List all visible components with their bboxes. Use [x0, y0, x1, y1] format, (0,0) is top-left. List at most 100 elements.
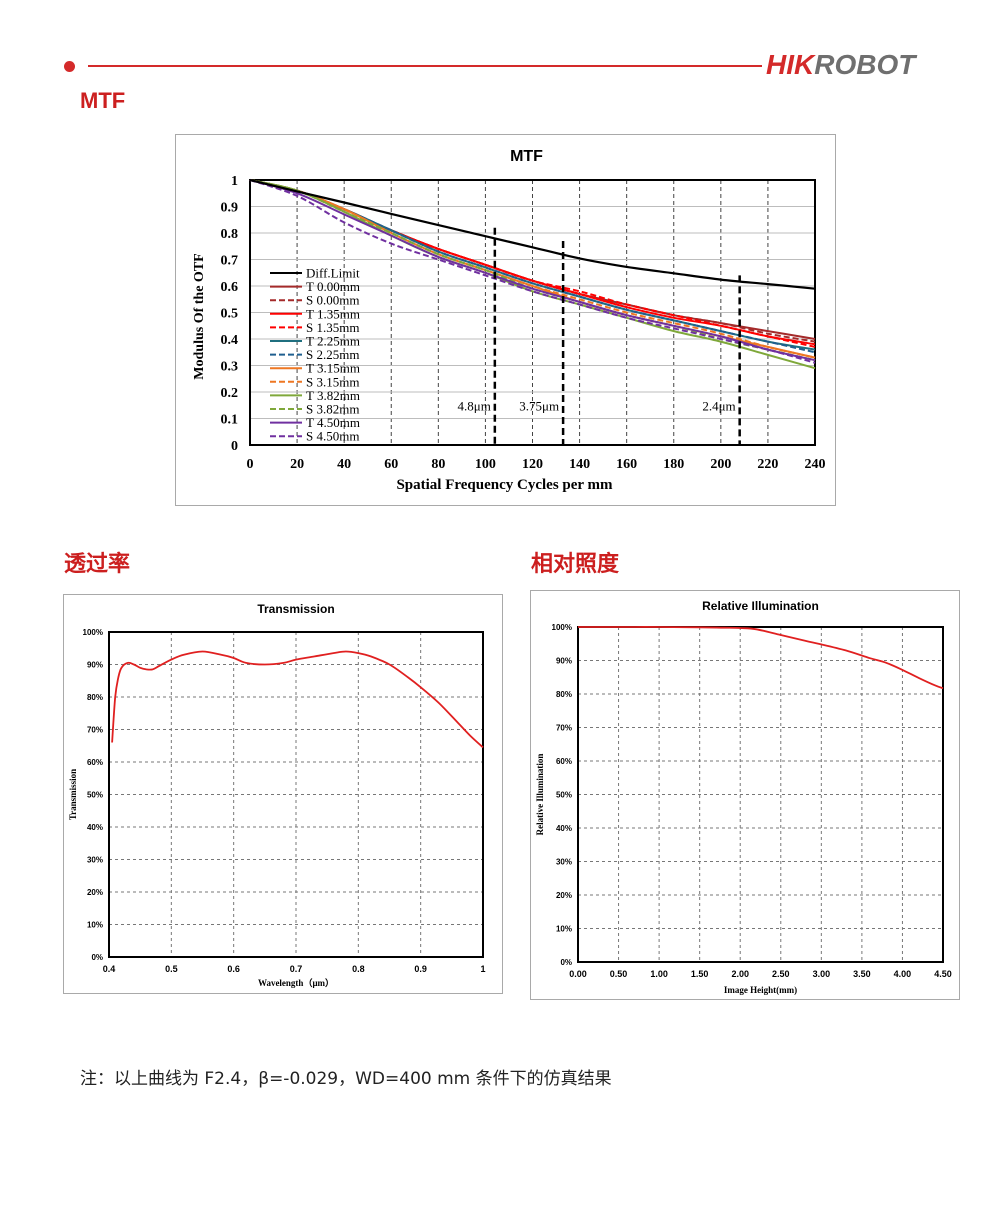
mtf-legend-entry: T 3.82mm — [306, 388, 360, 403]
mtf-legend-entry: T 4.50mm — [306, 415, 360, 430]
transmission-y-tick-label: 30% — [87, 856, 103, 865]
relative-illumination-x-tick-label: 4.00 — [894, 969, 912, 979]
transmission-x-tick-label: 1 — [480, 964, 485, 974]
relative-illumination-y-tick-label: 70% — [556, 724, 572, 733]
mtf-y-tick-label: 0.4 — [221, 333, 239, 348]
relative-illumination-x-axis-label: Image Height(mm) — [724, 985, 797, 995]
mtf-x-tick-label: 100 — [475, 457, 496, 472]
mtf-y-tick-label: 0.6 — [221, 280, 239, 295]
mtf-legend-entry: T 2.25mm — [306, 334, 360, 349]
relative-illumination-y-tick-label: 80% — [556, 690, 572, 699]
transmission-y-axis-label: Transmission — [68, 769, 78, 820]
mtf-annotation-label: 3.75μm — [519, 399, 559, 414]
transmission-x-tick-label: 0.6 — [227, 964, 240, 974]
mtf-plot-area — [249, 179, 816, 446]
transmission-y-tick-label: 90% — [87, 661, 103, 670]
transmission-y-tick-label: 80% — [87, 693, 103, 702]
mtf-series-line — [249, 179, 816, 364]
mtf-x-tick-label: 240 — [805, 457, 826, 472]
transmission-y-tick-label: 10% — [87, 921, 103, 930]
relative-illumination-y-axis-label: Relative Illumination — [535, 754, 545, 836]
relative-illumination-series-line — [578, 626, 944, 690]
relative-illumination-y-tick-label: 0% — [560, 958, 572, 967]
footnote: 注：以上曲线为 F2.4，β=-0.029，WD=400 mm 条件下的仿真结果 — [80, 1069, 612, 1089]
relative-illumination-x-tick-label: 0.50 — [610, 969, 628, 979]
mtf-legend-entry: S 3.82mm — [306, 402, 359, 417]
mtf-y-tick-label: 0.1 — [221, 413, 239, 428]
brand-logo-robot: ROBOT — [814, 49, 916, 80]
transmission-chart-frame: Transmission 0.4 0.5 0.6 0.7 0.8 0.9 1 0% 10% 20% 3… — [63, 594, 503, 994]
mtf-x-tick-label: 120 — [522, 457, 543, 472]
mtf-y-tick-label: 0.2 — [221, 386, 239, 401]
mtf-series-line — [249, 178, 816, 290]
header-rule — [88, 65, 762, 67]
relative-illumination-y-tick-label: 60% — [556, 757, 572, 766]
mtf-x-tick-label: 200 — [710, 457, 731, 472]
transmission-plot-area — [108, 631, 484, 958]
mtf-x-tick-label: 60 — [384, 457, 398, 472]
header-accent-dot — [64, 61, 75, 72]
transmission-y-tick-label: 100% — [83, 628, 103, 637]
mtf-series-line — [249, 179, 816, 362]
relative-illumination-x-tick-label: 3.00 — [813, 969, 831, 979]
relative-illumination-x-tick-label: 0.00 — [569, 969, 587, 979]
mtf-y-tick-label: 0 — [231, 439, 238, 454]
transmission-x-tick-label: 0.7 — [290, 964, 303, 974]
mtf-chart-title: MTF — [510, 148, 543, 165]
mtf-x-tick-label: 220 — [757, 457, 778, 472]
transmission-y-tick-label: 50% — [87, 791, 103, 800]
mtf-legend-entry: S 2.25mm — [306, 347, 359, 362]
mtf-legend-entry: S 4.50mm — [306, 429, 359, 444]
transmission-x-tick-label: 0.9 — [414, 964, 427, 974]
relative-illumination-y-tick-label: 40% — [556, 824, 572, 833]
relative-illumination-x-tick-label: 3.50 — [853, 969, 871, 979]
mtf-y-tick-label: 1 — [231, 174, 238, 189]
transmission-y-tick-label: 20% — [87, 888, 103, 897]
relative-illumination-plot-area — [577, 626, 944, 963]
mtf-annotation-label: 2.4μm — [702, 399, 735, 414]
relative-illumination-x-tick-label: 1.50 — [691, 969, 709, 979]
mtf-x-axis-label: Spatial Frequency Cycles per mm — [396, 477, 613, 493]
relative-illumination-y-tick-label: 20% — [556, 891, 572, 900]
mtf-y-tick-label: 0.7 — [221, 254, 239, 269]
relative-illumination-y-tick-label: 90% — [556, 657, 572, 666]
transmission-y-tick-label: 60% — [87, 758, 103, 767]
mtf-legend-entry: Diff.Limit — [306, 266, 360, 281]
transmission-y-tick-label: 70% — [87, 726, 103, 735]
mtf-x-tick-label: 40 — [337, 457, 351, 472]
mtf-x-tick-label: 0 — [247, 457, 254, 472]
mtf-x-tick-label: 80 — [431, 457, 445, 472]
mtf-y-tick-label: 0.5 — [221, 307, 239, 322]
mtf-x-tick-label: 140 — [569, 457, 590, 472]
mtf-series-line — [249, 179, 816, 354]
mtf-legend-entry: S 3.15mm — [306, 374, 359, 389]
mtf-legend-entry: S 0.00mm — [306, 293, 359, 308]
mtf-y-tick-label: 0.3 — [221, 360, 239, 375]
section-title-mtf: MTF — [80, 88, 126, 113]
mtf-legend-entry: T 0.00mm — [306, 279, 360, 294]
relative-illumination-y-tick-label: 50% — [556, 791, 572, 800]
relative-illumination-chart-frame: Relative Illumination 0.00 0.50 1.00 1.50 2.0… — [530, 590, 960, 1000]
mtf-chart: MTF 0 20 40 60 80 100 120 140 160 180 200 220 240 0 0.1… — [192, 148, 826, 493]
relative-illumination-x-tick-label: 2.00 — [731, 969, 749, 979]
mtf-annotation-label: 4.8μm — [457, 399, 490, 414]
mtf-x-tick-label: 20 — [290, 457, 304, 472]
relative-illumination-y-tick-label: 30% — [556, 858, 572, 867]
relative-illumination-x-tick-label: 1.00 — [650, 969, 668, 979]
relative-illumination-y-tick-label: 10% — [556, 925, 572, 934]
mtf-x-tick-label: 180 — [663, 457, 684, 472]
mtf-x-tick-label: 160 — [616, 457, 637, 472]
transmission-y-tick-label: 0% — [91, 953, 103, 962]
brand-logo-hik: HIK — [766, 49, 815, 80]
transmission-chart-title: Transmission — [257, 602, 334, 616]
transmission-series-line — [111, 650, 484, 749]
mtf-legend-entry: T 1.35mm — [306, 306, 360, 321]
section-title-transmission: 透过率 — [64, 552, 131, 577]
transmission-y-tick-label: 40% — [87, 823, 103, 832]
transmission-x-tick-label: 0.8 — [352, 964, 365, 974]
mtf-y-tick-label: 0.9 — [221, 201, 239, 216]
mtf-series-line — [249, 179, 816, 359]
mtf-series-line — [249, 179, 816, 348]
mtf-y-tick-label: 0.8 — [221, 227, 239, 242]
